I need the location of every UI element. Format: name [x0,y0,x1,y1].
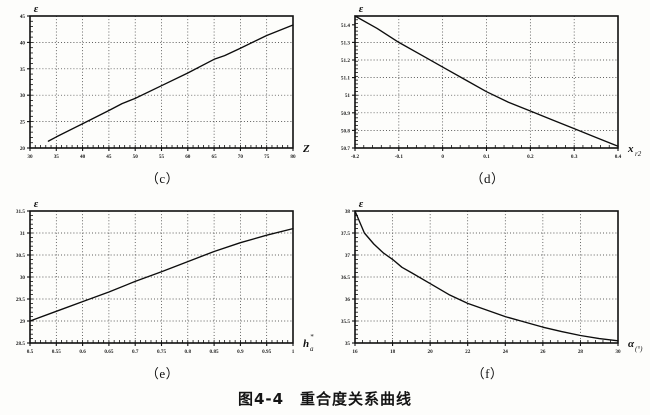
y-axis-label: ε [34,198,39,210]
y-tick-label: 37 [345,253,351,259]
x-tick-label: 55 [159,154,165,160]
x-tick-label: 0.4 [615,154,622,160]
x-tick-label: -0.2 [351,154,360,160]
chart-e-svg: 0.5 0.55 0.6 0.65 0.7 0.75 0.8 0.85 0.9 0.95 1 28.5… [16,198,314,355]
x-tick-label: 0.2 [527,154,534,160]
y-tick-label: 37.5 [341,231,350,237]
x-tick-label: 0.3 [571,154,578,160]
chart-f-svg: 16 18 20 22 24 26 28 30 35 35.5 36 36.5 37 37.5 38 ε α (°… [341,198,643,355]
y-tick-label: 36 [345,297,351,303]
x-tick-label: 45 [106,154,112,160]
x-tick-label: 35 [54,154,60,160]
y-tick-label: 50.9 [341,111,350,117]
sub-caption-c: （c） [145,171,180,186]
x-tick-label: 60 [185,154,191,160]
y-axis-label: ε [359,198,364,210]
x-tick-label: 0.75 [157,349,166,355]
x-tick-label: 40 [80,154,86,160]
x-tick-label: 0.7 [132,349,139,355]
svg-text:h: h [303,338,309,350]
y-tick-label: 36.5 [341,275,350,281]
y-tick-label: 51.4 [341,23,350,29]
y-tick-label: 25 [20,120,26,126]
x-tick-label: 0.85 [210,349,219,355]
x-axis-label-prime: * [310,333,314,341]
x-tick-label: 0.8 [185,349,192,355]
chart-panel-f: 16 18 20 22 24 26 28 30 35 35.5 36 36.5 37 37.5 38 ε α (°… [325,195,650,390]
figure-caption: 图4-4 重合度关系曲线 [237,390,413,408]
y-tick-label: 51.3 [341,40,350,46]
chart-panel-d: -0.2 -0.1 0 0.1 0.2 0.3 0.4 50.7 50.8 50.9 51 51.1 5… [325,0,650,195]
data-series-line [354,210,619,342]
y-tick-label: 29.5 [16,297,25,303]
x-axis-label-subscript: r2 [635,150,642,158]
data-series-line [47,24,294,142]
svg-text:Z: Z [302,143,310,155]
y-tick-label: 40 [20,40,26,46]
sub-caption-d: （d） [470,171,505,186]
x-tick-label: 22 [465,349,471,355]
x-tick-label: 0.9 [237,349,244,355]
x-tick-label: 16 [352,349,358,355]
y-tick-label: 31.5 [16,209,25,215]
x-tick-label: 0.1 [483,154,490,160]
y-tick-label: 31 [20,231,26,237]
svg-text:α: α [628,338,635,350]
x-tick-label: 75 [264,154,270,160]
y-tick-label: 35 [345,341,351,347]
x-tick-label: 28 [578,349,584,355]
y-axis-label: ε [34,3,39,15]
x-tick-label: 0.6 [79,349,86,355]
y-tick-label: 30 [20,275,26,281]
x-tick-label: 26 [540,349,546,355]
chart-d-svg: -0.2 -0.1 0 0.1 0.2 0.3 0.4 50.7 50.8 50.9 51 51.1 5… [341,3,642,160]
y-tick-label: 30 [20,93,26,99]
y-tick-label: 30.5 [16,253,25,259]
y-tick-label: 50.8 [341,128,350,134]
y-tick-label: 35.5 [341,319,350,325]
y-tick-label: 51.1 [341,76,350,82]
y-tick-label: 51.2 [341,58,350,64]
x-tick-label: 65 [212,154,218,160]
y-tick-label: 50.7 [341,146,350,152]
chart-panel-e: 0.5 0.55 0.6 0.65 0.7 0.75 0.8 0.85 0.9 0.95 1 28.5… [0,195,325,390]
x-tick-label: 0.55 [52,349,61,355]
x-tick-label: 50 [133,154,139,160]
data-series-line [354,15,619,147]
y-tick-label: 51 [345,93,351,99]
chart-c-svg: 30 35 40 45 50 55 60 65 70 75 80 20 25 30 35 40 45 ε Z [20,3,310,160]
x-tick-label: 70 [238,154,244,160]
x-tick-label: 1 [292,349,295,355]
x-tick-label: 0.5 [27,349,34,355]
x-tick-label: 30 [615,349,621,355]
x-tick-label: 24 [503,349,509,355]
x-axis-label-subscript: (°) [635,345,643,353]
sub-caption-e: （e） [145,366,180,381]
x-tick-label: 0 [441,154,444,160]
x-axis-label: Z [302,143,310,155]
x-axis-label: h* a [303,333,314,353]
y-tick-label: 35 [20,67,26,73]
x-axis-label-subscript: a [310,345,314,353]
sub-caption-f: （f） [471,366,504,381]
x-tick-label: 0.95 [262,349,271,355]
y-tick-label: 38 [345,209,351,215]
data-series-line [29,227,294,322]
x-axis-label: α (°) [628,338,643,353]
y-tick-label: 29 [20,319,26,325]
svg-text:x: x [627,143,634,155]
x-tick-label: 20 [428,349,434,355]
y-axis-label: ε [359,3,364,15]
x-tick-label: 0.65 [104,349,113,355]
chart-panel-c: 30 35 40 45 50 55 60 65 70 75 80 20 25 30 35 40 45 ε Z （c） [0,0,325,195]
x-axis-label: x r2 [627,143,642,158]
x-tick-label: 80 [290,154,296,160]
y-tick-label: 28.5 [16,341,25,347]
x-tick-label: 30 [27,154,33,160]
y-tick-label: 20 [20,146,26,152]
y-tick-label: 45 [20,14,26,20]
x-tick-label: 18 [390,349,396,355]
x-tick-label: -0.1 [395,154,404,160]
